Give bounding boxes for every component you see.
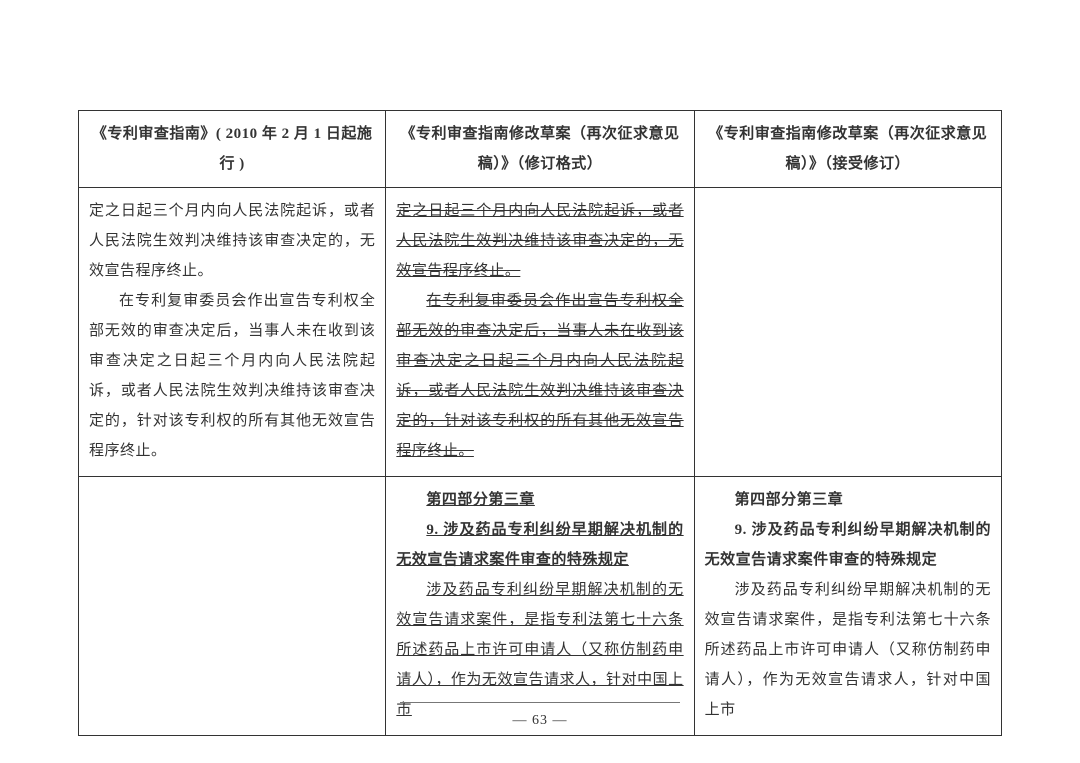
paragraph-strikethrough: 在专利复审委员会作出宣告专利权全部无效的审查决定后，当事人未在收到该审查决定之日… (396, 286, 683, 466)
section-number-heading: 9. 涉及药品专利纠纷早期解决机制的无效宣告请求案件审查的特殊规定 (396, 515, 683, 575)
page-number: — 63 — (0, 713, 1080, 729)
col-header-revision-clean: 《专利审查指南修改草案（再次征求意见稿）》（接受修订） (694, 111, 1001, 188)
cell-markup-new-section: 第四部分第三章 9. 涉及药品专利纠纷早期解决机制的无效宣告请求案件审查的特殊规… (386, 477, 694, 736)
cell-original-empty (79, 477, 386, 736)
paragraph-strikethrough: 定之日起三个月内向人民法院起诉，或者人民法院生效判决维持该审查决定的，无效宣告程… (396, 196, 683, 286)
cell-markup-continued: 定之日起三个月内向人民法院起诉，或者人民法院生效判决维持该审查决定的，无效宣告程… (386, 188, 694, 477)
section-number-heading: 9. 涉及药品专利纠纷早期解决机制的无效宣告请求案件审查的特殊规定 (705, 515, 991, 575)
table-row: 定之日起三个月内向人民法院起诉，或者人民法院生效判决维持该审查决定的，无效宣告程… (79, 188, 1002, 477)
section-part-heading: 第四部分第三章 (396, 485, 683, 515)
table-header-row: 《专利审查指南》( 2010 年 2 月 1 日起施行 ) 《专利审查指南修改草… (79, 111, 1002, 188)
cell-clean-empty (694, 188, 1001, 477)
paragraph: 涉及药品专利纠纷早期解决机制的无效宣告请求案件，是指专利法第七十六条所述药品上市… (705, 575, 991, 725)
comparison-table: 《专利审查指南》( 2010 年 2 月 1 日起施行 ) 《专利审查指南修改草… (78, 110, 1002, 736)
table-row: 第四部分第三章 9. 涉及药品专利纠纷早期解决机制的无效宣告请求案件审查的特殊规… (79, 477, 1002, 736)
cell-clean-new-section: 第四部分第三章 9. 涉及药品专利纠纷早期解决机制的无效宣告请求案件审查的特殊规… (694, 477, 1001, 736)
cell-original-continued: 定之日起三个月内向人民法院起诉，或者人民法院生效判决维持该审查决定的，无效宣告程… (79, 188, 386, 477)
page: 《专利审查指南》( 2010 年 2 月 1 日起施行 ) 《专利审查指南修改草… (0, 0, 1080, 763)
paragraph: 定之日起三个月内向人民法院起诉，或者人民法院生效判决维持该审查决定的，无效宣告程… (89, 196, 375, 286)
paragraph: 在专利复审委员会作出宣告专利权全部无效的审查决定后，当事人未在收到该审查决定之日… (89, 286, 375, 466)
section-part-heading: 第四部分第三章 (705, 485, 991, 515)
col-header-original: 《专利审查指南》( 2010 年 2 月 1 日起施行 ) (79, 111, 386, 188)
col-header-revision-markup: 《专利审查指南修改草案（再次征求意见稿）》（修订格式） (386, 111, 694, 188)
footer-separator (400, 702, 680, 703)
